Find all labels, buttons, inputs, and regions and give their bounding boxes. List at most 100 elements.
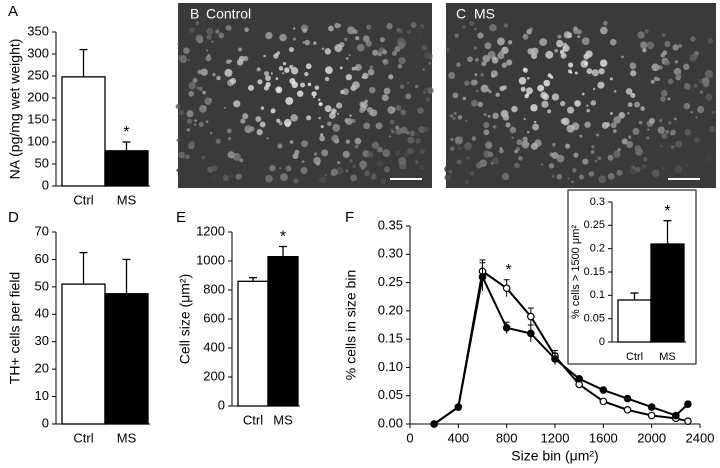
cell — [487, 114, 491, 118]
cell — [377, 51, 382, 57]
cell — [445, 47, 450, 52]
point — [454, 403, 463, 411]
cell — [450, 138, 454, 142]
cell — [618, 111, 626, 119]
cell — [567, 106, 575, 114]
cell — [690, 36, 696, 42]
y-tick-label: 30 — [35, 333, 49, 348]
cell — [199, 105, 207, 113]
panel-label: A — [8, 3, 18, 20]
significance: * — [280, 229, 286, 246]
cell — [291, 67, 299, 75]
cell — [419, 33, 422, 36]
cell — [387, 106, 396, 114]
bar — [61, 76, 106, 187]
y-tick-label: 250 — [27, 67, 49, 82]
cell — [321, 149, 329, 157]
cell — [178, 151, 185, 159]
point — [672, 411, 680, 420]
cell — [229, 77, 237, 85]
cell — [300, 167, 308, 175]
cell — [321, 47, 325, 51]
significance: * — [123, 124, 129, 141]
cell — [520, 86, 526, 92]
cell — [471, 136, 477, 141]
cell — [514, 149, 518, 154]
cell — [423, 126, 429, 132]
cell — [355, 35, 360, 41]
cell — [380, 178, 387, 184]
cell — [347, 26, 356, 35]
cell — [487, 51, 496, 59]
cell — [330, 168, 339, 176]
y-tick-label: 0.20 — [378, 302, 403, 317]
cell — [667, 97, 671, 101]
cell — [411, 24, 416, 29]
cell — [694, 20, 700, 27]
x-tick-label: Ctrl — [73, 192, 93, 207]
cell — [597, 81, 605, 89]
y-axis-label: % cells > 1500 μm² — [570, 225, 582, 319]
cell — [244, 27, 249, 32]
cell — [472, 79, 478, 86]
cell — [641, 164, 647, 170]
cell — [289, 78, 296, 85]
cell — [505, 122, 511, 128]
cell — [186, 128, 190, 132]
cell — [665, 168, 672, 175]
cell — [628, 135, 632, 139]
cell — [634, 101, 641, 108]
cell — [235, 173, 242, 180]
cell — [678, 43, 682, 48]
cell — [699, 90, 704, 94]
cell — [293, 27, 296, 30]
cell — [405, 93, 412, 100]
y-tick-label: 70 — [35, 223, 49, 238]
point — [599, 386, 608, 394]
cell — [407, 147, 414, 155]
cell — [530, 104, 538, 112]
cell — [345, 139, 351, 144]
cell — [415, 138, 421, 144]
cell — [364, 170, 370, 176]
cell — [422, 90, 427, 95]
cell — [664, 59, 671, 66]
point — [684, 417, 692, 425]
cell — [270, 72, 273, 75]
cell — [209, 98, 212, 101]
y-tick-label: 100 — [27, 133, 49, 148]
cell — [324, 76, 330, 82]
cell — [551, 93, 560, 101]
cell — [354, 144, 359, 149]
cell — [627, 102, 633, 107]
bar — [104, 150, 149, 187]
cell — [376, 159, 384, 167]
cell — [523, 117, 526, 121]
cell — [664, 41, 671, 47]
cell — [696, 105, 705, 114]
cell — [337, 23, 342, 28]
cell — [674, 165, 683, 173]
y-axis-label: TH+ cells per field — [7, 272, 23, 384]
cell — [383, 87, 391, 95]
cell — [693, 83, 698, 88]
cell — [703, 81, 710, 88]
cell — [195, 34, 204, 43]
cell — [398, 156, 407, 165]
cell — [556, 174, 562, 180]
cell — [351, 119, 356, 123]
cell — [407, 166, 412, 171]
x-tick-label: Ctrl — [73, 430, 93, 445]
cell — [192, 77, 198, 83]
cell — [198, 122, 204, 127]
cell — [640, 106, 645, 111]
cell — [631, 165, 636, 170]
cell — [276, 118, 281, 123]
cell — [331, 134, 339, 143]
cell — [206, 27, 214, 35]
cell — [653, 76, 659, 82]
y-tick-label: 0.10 — [378, 359, 403, 374]
cell — [541, 100, 549, 108]
cell — [415, 160, 419, 164]
cell — [215, 138, 221, 144]
